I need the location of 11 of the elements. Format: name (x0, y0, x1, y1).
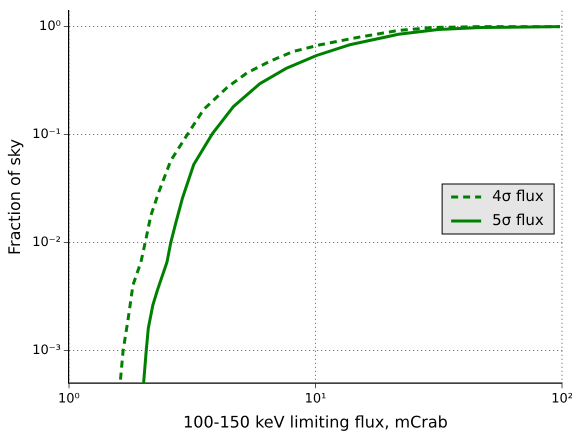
legend-label: 5σ flux (492, 210, 544, 229)
x-tick-label: 10¹ (304, 391, 326, 406)
y-tick-label: 10⁻² (32, 235, 61, 250)
x-axis-title: 100-150 keV limiting flux, mCrab (183, 412, 448, 432)
y-tick-label: 10⁻¹ (32, 126, 61, 142)
legend-label: 4σ flux (492, 186, 544, 205)
x-tick-label: 10⁰ (58, 391, 80, 406)
y-tick-label: 10⁻³ (32, 343, 61, 358)
x-tick-label: 10² (551, 391, 574, 406)
y-tick-label: 10⁰ (39, 18, 61, 34)
y-axis-title: Fraction of sky (4, 139, 24, 255)
